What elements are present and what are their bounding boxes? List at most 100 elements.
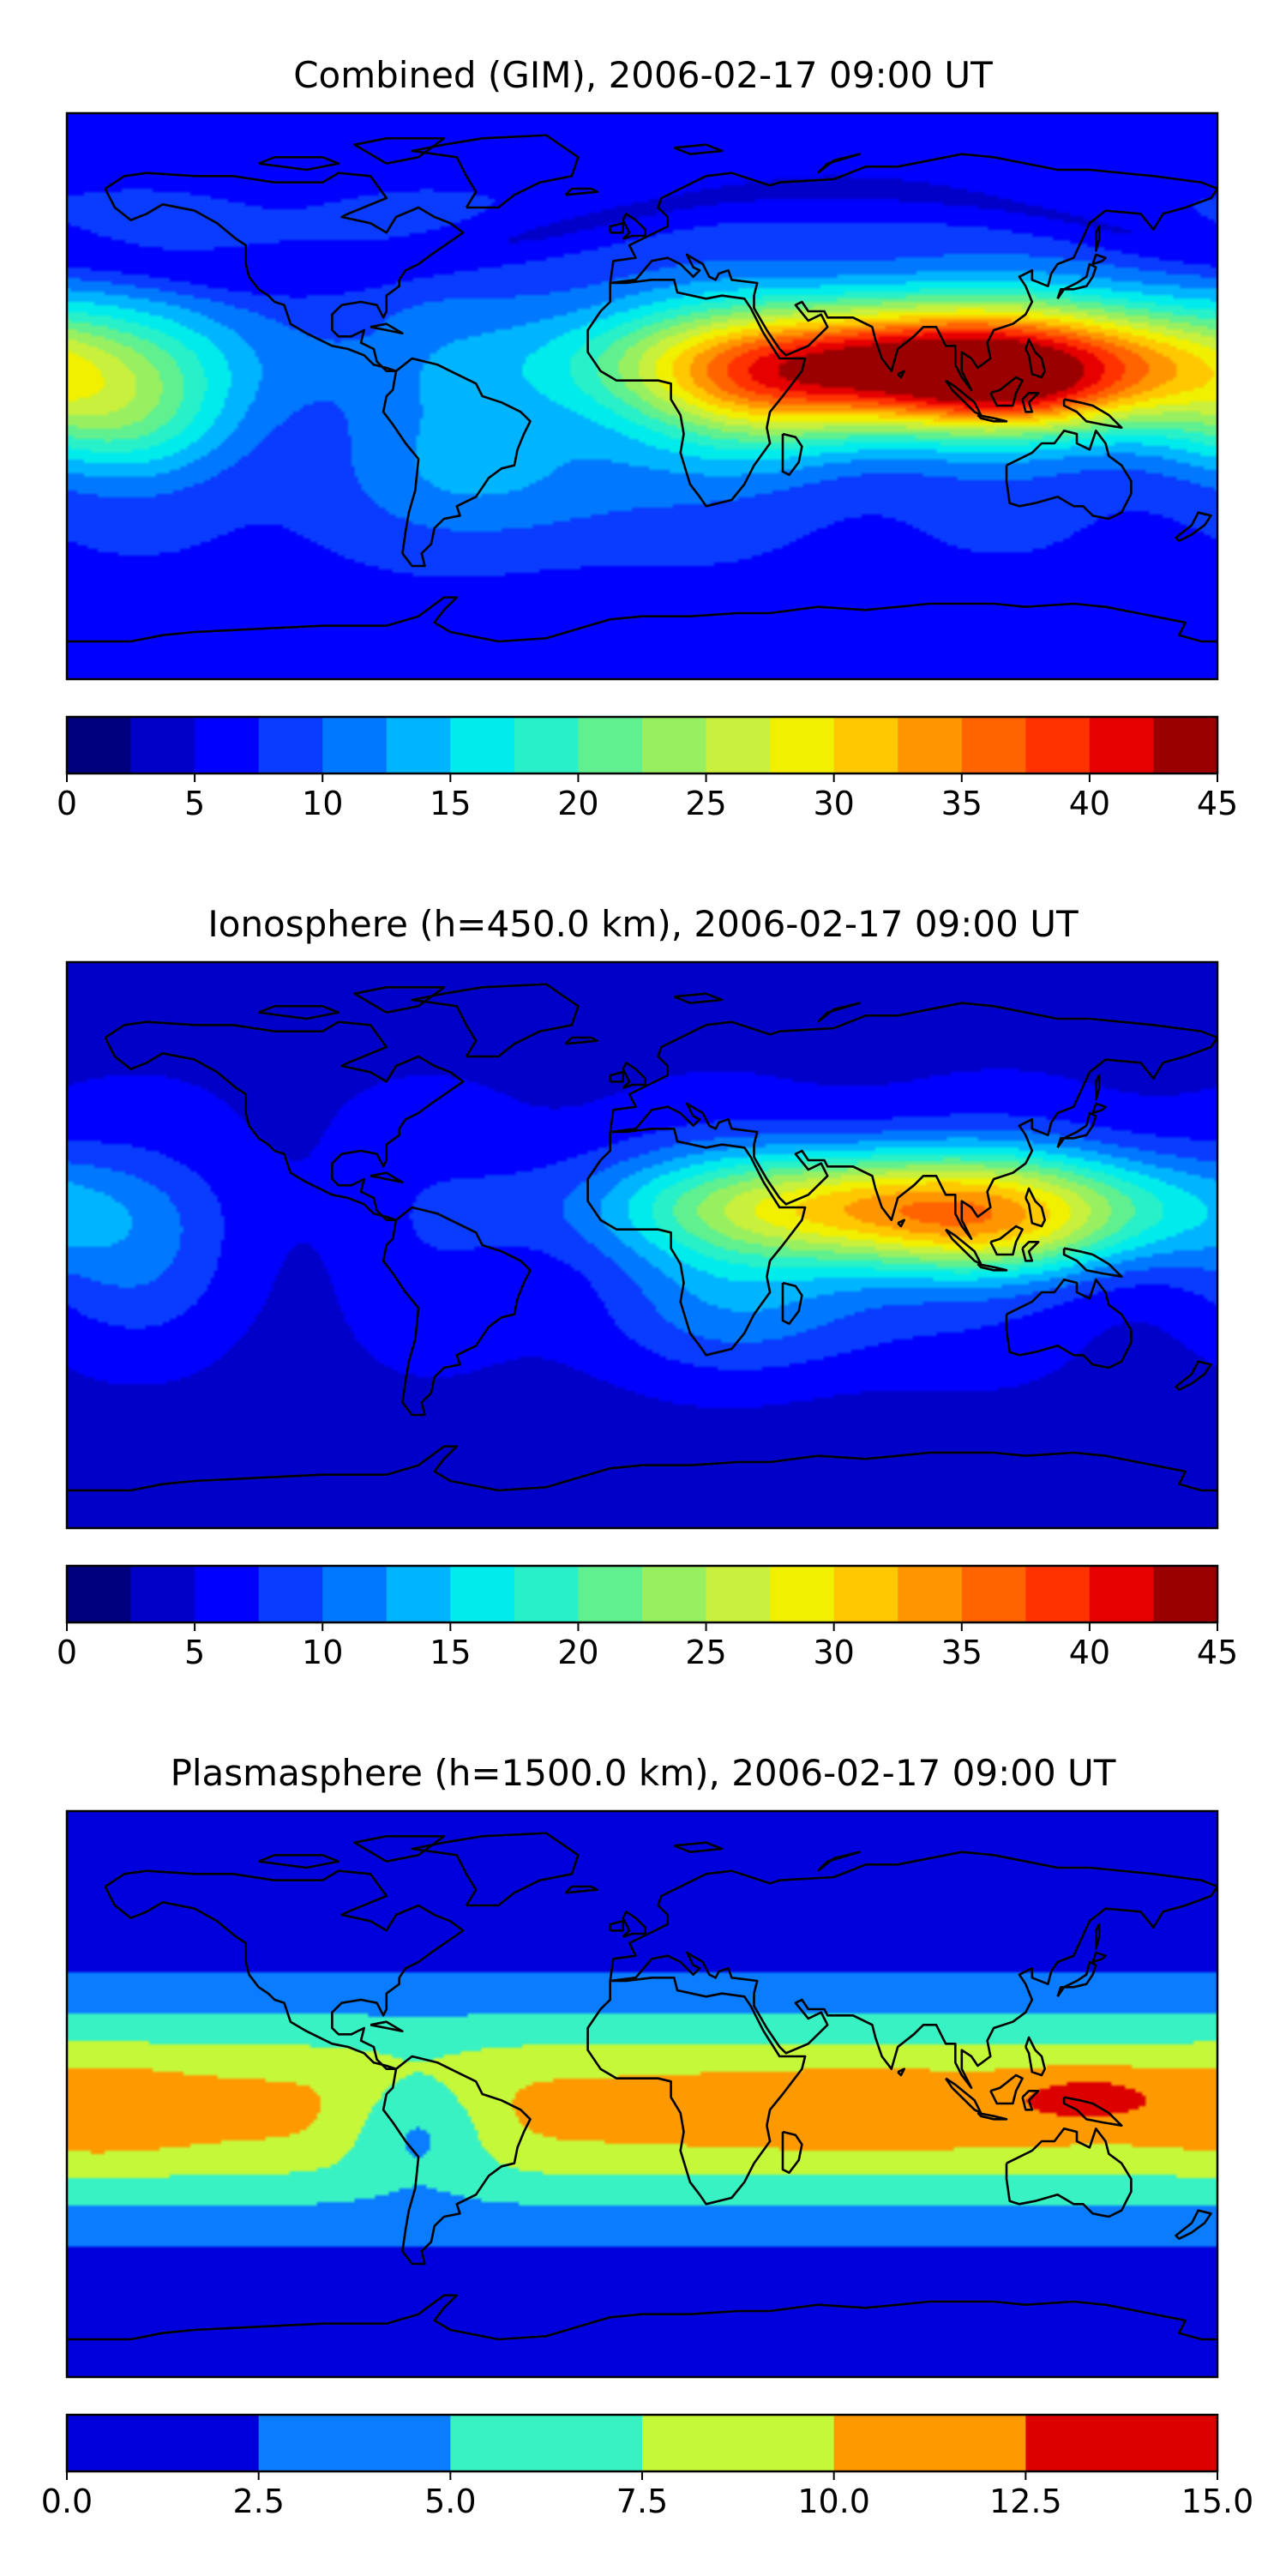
colorbar-tick-label: 2.5 — [232, 2483, 284, 2520]
coastline — [609, 1920, 624, 1932]
colorbar-tick-label: 40 — [1069, 1634, 1110, 1671]
coastline — [1175, 511, 1212, 543]
colorbar-segment — [195, 1566, 260, 1622]
coastline — [609, 1002, 1217, 1240]
colorbar-segment — [1025, 1566, 1091, 1622]
colorbar-segment — [1089, 1566, 1155, 1622]
colorbar-segment — [770, 1566, 835, 1622]
colorbar-segment — [642, 717, 707, 773]
colorbar-tick-label: 7.5 — [616, 2483, 668, 2520]
coastline — [897, 1219, 905, 1228]
panel-3-title: Plasmasphere (h=1500.0 km), 2006-02-17 0… — [171, 1752, 1116, 1794]
colorbar-segment — [642, 2415, 835, 2471]
coastline — [977, 2111, 1008, 2121]
coastline — [673, 992, 724, 1004]
coastline — [1062, 2096, 1123, 2127]
contour-field — [67, 113, 1217, 679]
panel-1-title: Combined (GIM), 2006-02-17 09:00 UT — [293, 54, 993, 96]
panel-2-title: Ionosphere (h=450.0 km), 2006-02-17 09:0… — [207, 903, 1079, 945]
colorbar-segment — [1089, 717, 1155, 773]
panel-2-map — [65, 960, 1219, 1530]
colorbar-tick-label: 0.0 — [41, 2483, 93, 2520]
coastline — [104, 1020, 465, 1221]
coastline — [1095, 1923, 1101, 1950]
coastline — [609, 1851, 1217, 2089]
colorbar-segment — [450, 717, 515, 773]
colorbar-tick-label: 25 — [685, 785, 726, 822]
panel-3-colorbar: 0.0 2.5 5.0 7.5 10.0 12.5 15.0 — [41, 2413, 1253, 2520]
coastline — [1056, 1111, 1097, 1149]
contour-field — [67, 962, 1217, 1528]
colorbar-segment — [450, 2415, 643, 2471]
colorbar-segment — [706, 717, 771, 773]
panel-3-map — [65, 1809, 1219, 2379]
coastline — [353, 1835, 446, 1863]
colorbar-segment — [258, 2415, 451, 2471]
coastline — [370, 322, 404, 335]
colorbar-tick-label: 15 — [430, 785, 471, 822]
coastline — [609, 153, 1217, 392]
colorbar-segment — [514, 717, 580, 773]
coastline — [609, 1071, 624, 1083]
colorbar-tick-label: 5.0 — [424, 2483, 476, 2520]
map-frame — [65, 960, 1219, 1530]
colorbar-segment — [1153, 1566, 1218, 1622]
coastline — [564, 1036, 599, 1045]
colorbar-segment — [1025, 717, 1091, 773]
coastline — [564, 187, 599, 196]
coastline — [817, 153, 861, 174]
colorbar-tick-label: 10 — [302, 1634, 343, 1671]
coastline — [622, 213, 647, 240]
coastline — [67, 596, 1217, 643]
colorbar-tick-label: 30 — [813, 785, 854, 822]
coastline — [564, 1885, 599, 1894]
coastline — [1062, 1247, 1123, 1278]
coastline — [1175, 1360, 1212, 1391]
colorbar-segment — [706, 1566, 771, 1622]
colorbar-segment — [67, 1566, 132, 1622]
coastline — [258, 1854, 340, 1869]
coastline — [989, 376, 1024, 407]
coastline — [1025, 2036, 1046, 2077]
colorbar-tick-label: 20 — [557, 785, 598, 822]
coastline — [1005, 2128, 1133, 2218]
colorbar-frame — [65, 715, 1219, 775]
colorbar-tick-label: 45 — [1197, 1634, 1238, 1671]
coastline — [977, 413, 1008, 423]
coastline — [897, 2067, 905, 2077]
coastline — [104, 1869, 465, 2070]
coastline — [67, 2294, 1217, 2341]
colorbar-segment — [961, 1566, 1026, 1622]
colorbar-segment — [322, 717, 388, 773]
colorbar-tick-label: 35 — [941, 785, 983, 822]
coastline — [817, 1002, 861, 1023]
coastline — [781, 1281, 803, 1325]
coastline — [370, 2020, 404, 2032]
coastline — [586, 1128, 807, 1357]
coastline — [897, 370, 905, 379]
colorbar-segment — [1153, 717, 1218, 773]
coastline — [1091, 1951, 1107, 1964]
coastline — [781, 2130, 803, 2174]
colorbar-segment — [258, 1566, 323, 1622]
colorbar-segment — [961, 717, 1026, 773]
coastline — [1091, 253, 1107, 266]
coastline — [1175, 2209, 1212, 2240]
coastline — [945, 379, 983, 417]
colorbar-tick-label: 15 — [430, 1634, 471, 1671]
coastline — [622, 1062, 647, 1089]
colorbar-segment — [67, 717, 132, 773]
colorbar-tick-label: 25 — [685, 1634, 726, 1671]
colorbar-tick-label: 0 — [57, 1634, 77, 1671]
coastline — [1025, 1187, 1046, 1228]
coastline — [781, 432, 803, 477]
colorbar-segment — [386, 717, 451, 773]
coastline — [989, 1225, 1024, 1256]
colorbar-segment — [514, 1566, 580, 1622]
colorbar-segment — [833, 717, 898, 773]
colorbar-segment — [322, 1566, 388, 1622]
coastline — [586, 1977, 807, 2206]
colorbar-tick-label: 45 — [1197, 785, 1238, 822]
coastline — [353, 137, 446, 165]
